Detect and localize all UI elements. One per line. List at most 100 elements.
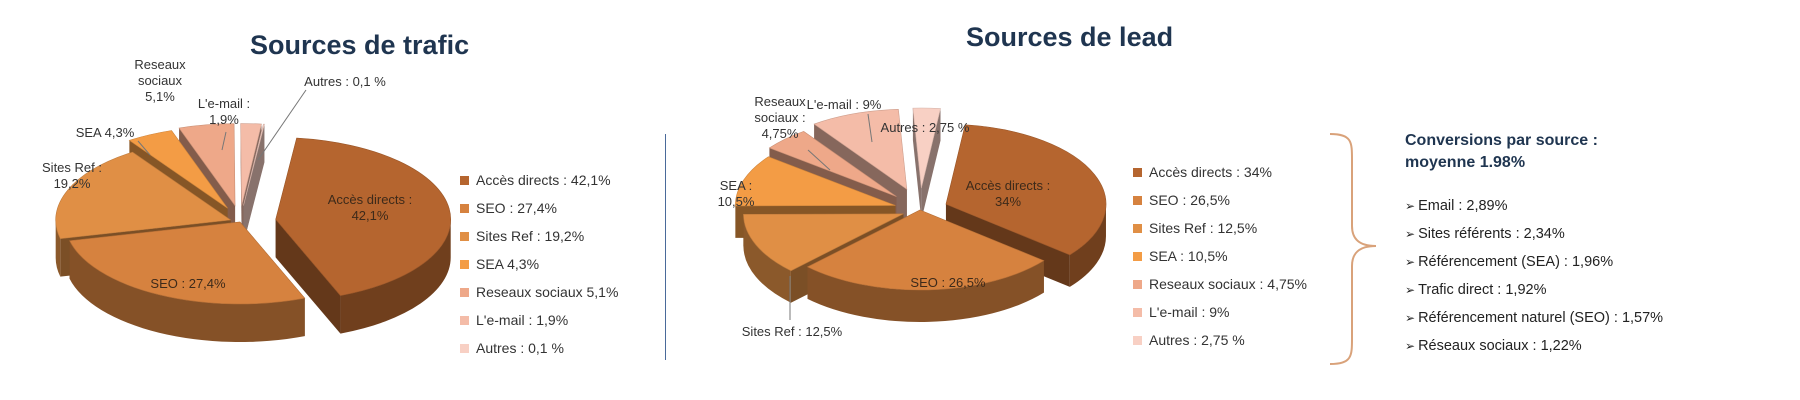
legend-swatch [460,175,469,185]
pie-slice-autres [243,123,265,244]
arrow-bullet-icon: ➢ [1405,311,1416,325]
leader-line-reseaux-sociaux [807,149,831,171]
arrow-bullet-icon: ➢ [1405,283,1416,297]
legend-label: Accès directs : 34% [1149,164,1272,180]
conversion-label: Sites référents : 2,34% [1418,226,1565,242]
legend-label: Accès directs : 42,1% [476,172,611,188]
legend-swatch [1133,279,1142,289]
lead-chart-title: Sources de lead [966,22,1174,52]
legend-swatch [460,315,469,325]
traffic-chart-title: Sources de trafic [250,30,470,60]
legend-label: L'e-mail : 9% [1149,304,1230,320]
data-label-autres: Autres : 0,1 % [304,74,386,89]
conversions-list: ➢ Email : 2,89% ➢ Sites référents : 2,34% ➢ R… [1405,192,1663,360]
pie-slice-seo [806,209,1045,322]
data-label-sea: SEA :10,5% [718,178,755,209]
data-label-line: Autres : 2,75 % [881,120,970,135]
data-label-line: 42,1% [352,208,389,223]
legend-label: SEA : 10,5% [1149,248,1228,264]
legend-swatch [1133,251,1142,261]
conversions-title: Conversions par source : moyenne 1.98% [1405,130,1663,174]
legend-item-reseaux-sociaux: Reseaux sociaux : 4,75% [1133,270,1307,298]
legend-label: Sites Ref : 12,5% [1149,220,1258,236]
data-label-reseaux-sociaux: Reseaux sociaux 5,1% [134,57,186,104]
data-label-line: Sites Ref : 12,5% [742,324,843,339]
conversion-label: Email : 2,89% [1418,198,1508,214]
legend-label: SEO : 26,5% [1149,192,1230,208]
conversion-item: ➢ Référencement naturel (SEO) : 1,57% [1405,304,1663,332]
data-label-line: 1,9% [209,112,239,127]
pie-slice-autres [912,107,941,221]
data-label-acces-directs: Accès directs :34% [966,178,1051,209]
legend-swatch [1133,195,1142,205]
legend-item-sites-ref: Sites Ref : 12,5% [1133,214,1307,242]
legend-swatch [460,287,469,297]
pie-chart-lead: Accès directs :34% SEO : 26,5% Sites Ref :… [718,94,1107,339]
legend-item-seo: SEO : 26,5% [1133,186,1307,214]
legend-swatch [460,231,469,241]
traffic-legend: Accès directs : 42,1% SEO : 27,4% Sites Re… [460,166,618,362]
legend-swatch [460,259,469,269]
legend-item-reseaux-sociaux: Reseaux sociaux 5,1% [460,278,618,306]
legend-swatch [1133,335,1142,345]
legend-label: Autres : 0,1 % [476,340,564,356]
lead-legend: Accès directs : 34% SEO : 26,5% Sites Ref … [1133,158,1307,354]
data-label-sites-ref: Sites Ref : 12,5% [742,324,843,339]
legend-item-autres: Autres : 0,1 % [460,334,618,362]
data-label-line: SEA : [720,178,753,193]
arrow-bullet-icon: ➢ [1405,255,1416,269]
data-label-line: 10,5% [718,194,755,209]
arrow-bullet-icon: ➢ [1405,227,1416,241]
data-label-autres: Autres : 2,75 % [881,120,970,135]
legend-swatch [1133,223,1142,233]
divider-line [665,134,666,360]
data-label-reseaux-sociaux: Reseaux sociaux :4,75% [754,94,806,141]
data-label-line: sociaux [138,73,183,88]
data-label-line: sociaux : [754,110,805,125]
arrow-bullet-icon: ➢ [1405,199,1416,213]
data-label-line: Sites Ref : [42,160,102,175]
legend-label: Reseaux sociaux 5,1% [476,284,619,300]
legend-item-sites-ref: Sites Ref : 19,2% [460,222,618,250]
conversion-item: ➢ Référencement (SEA) : 1,96% [1405,248,1663,276]
conversions-title-line2: moyenne 1.98% [1405,154,1526,171]
data-label-line: 34% [995,194,1021,209]
pie-chart-traffic: Accès directs :42,1% SEO : 27,4% Sites Ref… [42,57,451,342]
data-label-line: SEA 4,3% [76,125,135,140]
data-label-line: SEO : 27,4% [150,276,226,291]
pie-slice-seo [69,221,306,342]
legend-item-email: L'e-mail : 9% [1133,298,1307,326]
data-label-sea: SEA 4,3% [76,125,135,140]
conversion-label: Référencement naturel (SEO) : 1,57% [1418,310,1664,326]
legend-swatch [460,343,469,353]
conversion-item: ➢ Sites référents : 2,34% [1405,220,1663,248]
legend-label: Autres : 2,75 % [1149,332,1245,348]
legend-label: Sites Ref : 19,2% [476,228,585,244]
data-label-line: Autres : 0,1 % [304,74,386,89]
data-label-sites-ref: Sites Ref :19,2% [42,160,102,191]
conversion-label: Réseaux sociaux : 1,22% [1418,338,1582,354]
data-label-line: Accès directs : [966,178,1051,193]
data-label-line: 4,75% [762,126,799,141]
legend-item-email: L'e-mail : 1,9% [460,306,618,334]
legend-item-autres: Autres : 2,75 % [1133,326,1307,354]
data-label-line: Accès directs : [328,192,413,207]
legend-label: Reseaux sociaux : 4,75% [1149,276,1307,292]
conversion-label: Trafic direct : 1,92% [1418,282,1547,298]
pie-slice-acces-directs [275,137,451,334]
legend-label: SEO : 27,4% [476,200,557,216]
data-label-line: Reseaux [134,57,186,72]
data-label-line: SEO : 26,5% [910,275,986,290]
data-label-line: Reseaux [754,94,806,109]
legend-item-seo: SEO : 27,4% [460,194,618,222]
conversion-item: ➢ Trafic direct : 1,92% [1405,276,1663,304]
data-label-email: L'e-mail :1,9% [198,96,250,127]
conversions-panel: Conversions par source : moyenne 1.98% ➢… [1405,130,1663,360]
legend-item-acces-directs: Accès directs : 42,1% [460,166,618,194]
data-label-acces-directs: Accès directs :42,1% [328,192,413,223]
legend-item-sea: SEA 4,3% [460,250,618,278]
legend-swatch [460,203,469,213]
legend-item-acces-directs: Accès directs : 34% [1133,158,1307,186]
